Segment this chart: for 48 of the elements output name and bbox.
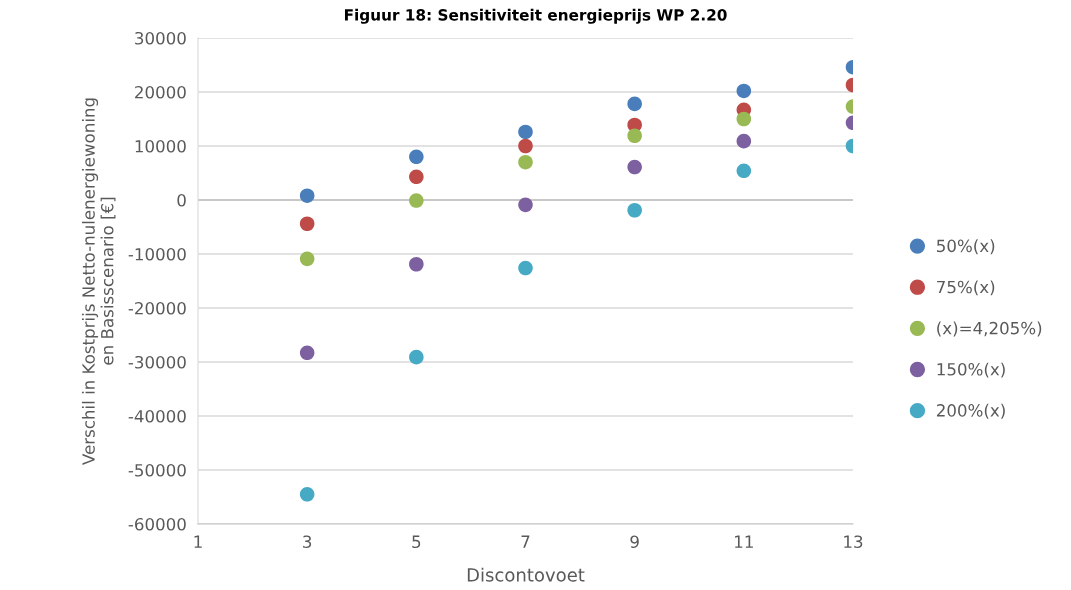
- point: [299, 188, 315, 203]
- point: [627, 202, 642, 218]
- y-tick-label: -20000: [128, 301, 186, 315]
- point: [299, 251, 315, 267]
- point: [299, 216, 315, 232]
- y-tick-label: 20000: [135, 85, 186, 99]
- y-axis-title: Verschil in Kostprijs Netto-nulenergiewoning en Basisscenario [€]: [81, 98, 116, 465]
- point: [518, 138, 533, 154]
- x-tick-label: 5: [412, 535, 421, 549]
- point: [518, 124, 533, 140]
- legend-label: (x)=4,205%): [937, 321, 1042, 337]
- legend-label: 75%(x): [937, 280, 995, 296]
- point: [736, 133, 752, 149]
- point: [627, 159, 642, 175]
- point: [299, 345, 315, 361]
- point: [409, 349, 424, 365]
- x-axis-title: Discontovoet: [467, 567, 585, 582]
- y-tick-label: 10000: [135, 139, 186, 153]
- legend-label: 50%(x): [937, 239, 995, 255]
- point: [736, 83, 752, 99]
- y-tick-label: 30000: [135, 31, 186, 45]
- point: [409, 149, 424, 165]
- y-tick-label: -50000: [128, 463, 186, 477]
- point: [299, 487, 315, 502]
- x-tick-label: 3: [303, 535, 312, 549]
- legend-label: 200%(x): [936, 403, 1005, 419]
- point: [736, 163, 752, 179]
- chart-title: Figuur 18: Sensitiviteit energieprijs WP 2.20: [344, 8, 727, 24]
- point: [627, 128, 642, 144]
- point: [409, 193, 424, 208]
- point: [518, 260, 533, 276]
- y-tick-label: -40000: [128, 409, 186, 423]
- point: [736, 111, 752, 127]
- x-tick-label: 9: [630, 535, 639, 549]
- x-tick-label: 7: [521, 535, 530, 548]
- point: [518, 197, 533, 213]
- y-tick-label: 0: [177, 193, 186, 207]
- y-tick-label: -10000: [128, 247, 186, 261]
- x-tick-label: 13: [844, 535, 863, 549]
- y-tick-label: -60000: [128, 517, 186, 531]
- point: [627, 96, 642, 112]
- y-tick-label: -30000: [128, 355, 186, 369]
- x-tick-label: 1: [194, 535, 202, 548]
- point: [409, 169, 424, 185]
- point: [518, 154, 533, 170]
- point: [409, 256, 424, 272]
- x-tick-label: 11: [735, 535, 753, 548]
- legend-label: 150%(x): [937, 362, 1005, 378]
